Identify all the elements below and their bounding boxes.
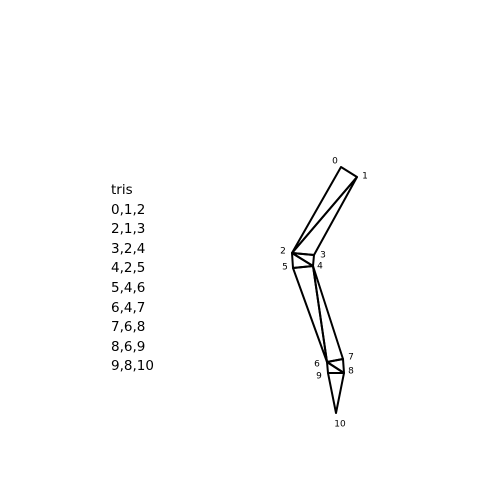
vertex-label-6: 6 <box>314 360 320 370</box>
vertex-label-9: 9 <box>316 372 322 382</box>
vertex-label-5: 5 <box>282 263 288 273</box>
vertex-label-8: 8 <box>348 367 354 377</box>
triangle-entry: 0,1,2 <box>111 201 146 218</box>
triangle-entry: 9,8,10 <box>111 358 154 375</box>
triangle-mesh <box>291 166 358 414</box>
triangle-index-list: tris 0,1,2 2,1,3 3,2,4 4,2,5 5,4,6 6,4,7… <box>111 181 154 377</box>
triangle-7 <box>326 361 345 374</box>
tris-heading: tris <box>111 182 133 198</box>
vertex-label-0: 0 <box>332 157 338 167</box>
triangle-entry: 2,1,3 <box>111 221 146 238</box>
triangle-entry: 5,4,6 <box>111 279 146 296</box>
triangle-5 <box>312 265 344 363</box>
triangle-entry: 6,4,7 <box>111 299 146 316</box>
triangle-entry: 7,6,8 <box>111 319 146 336</box>
triangle-4 <box>292 265 328 363</box>
triangle-8 <box>327 372 345 414</box>
vertex-label-1: 1 <box>362 172 368 182</box>
vertex-labels: 0 1 2 34 5 6 7 8 9 10 <box>280 157 368 430</box>
vertex-label-7: 7 <box>348 353 354 363</box>
vertex-label-10: 10 <box>334 420 346 430</box>
triangle-entry: 8,6,9 <box>111 338 146 355</box>
triangle-entry: 3,2,4 <box>111 240 146 257</box>
triangle-1 <box>291 176 358 256</box>
vertex-label-4: 4 <box>317 262 323 272</box>
triangle-entry: 4,2,5 <box>111 260 146 277</box>
vertex-label-2: 2 <box>280 247 286 257</box>
vertex-label-3: 3 <box>320 251 326 261</box>
